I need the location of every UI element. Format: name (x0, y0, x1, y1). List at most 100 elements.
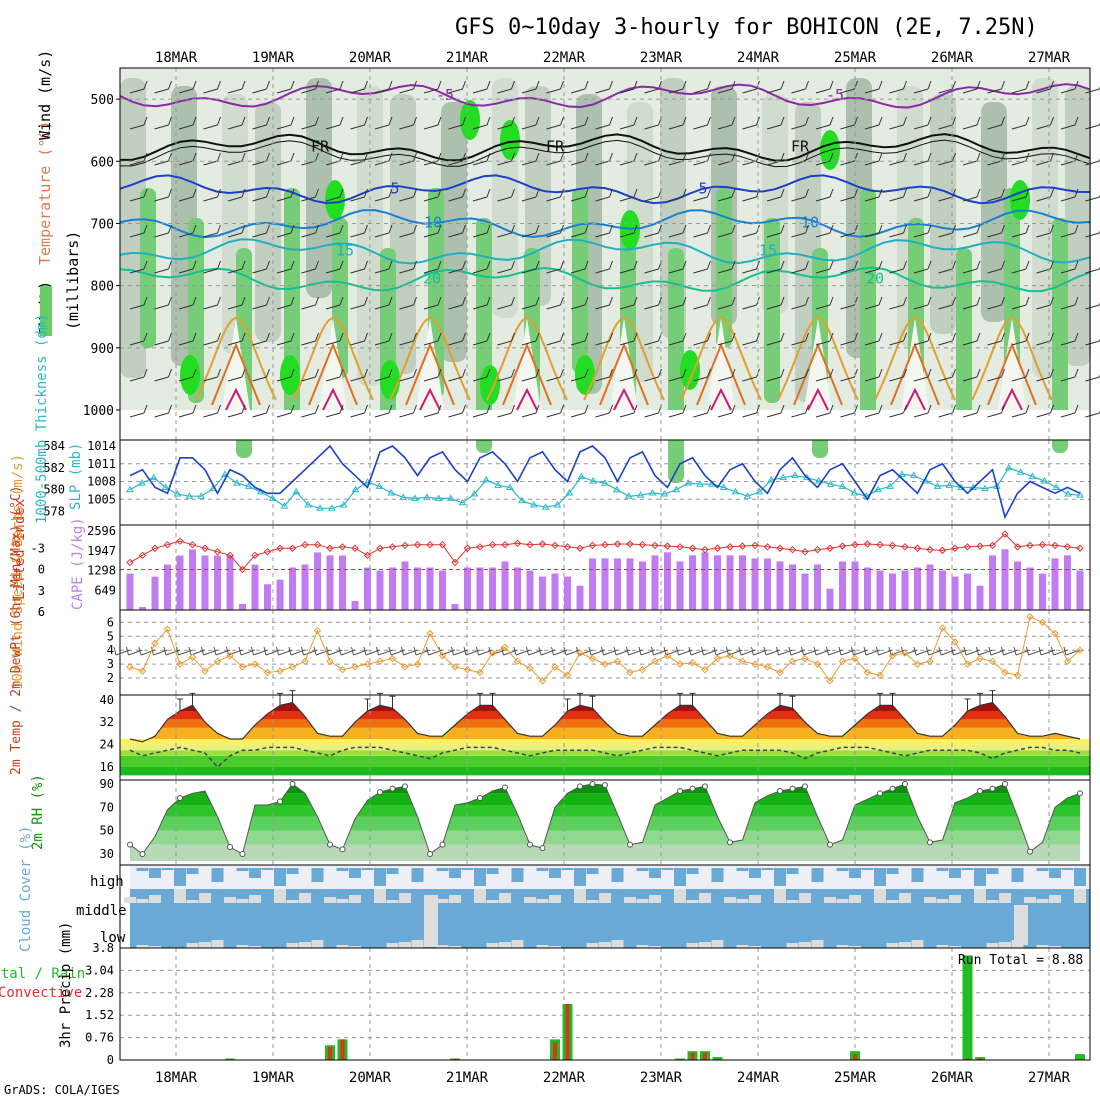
high-cloud-bar-34 (549, 868, 561, 878)
wind-barb-324 (227, 368, 246, 382)
li-point-21 (388, 543, 397, 551)
cape-bar-63 (914, 567, 921, 610)
cape-bar-46 (701, 552, 709, 610)
li-point-63 (913, 544, 922, 552)
low-cloud-bar-37 (586, 943, 599, 948)
thickness-point-10 (244, 482, 253, 489)
wind-point-64 (926, 657, 934, 666)
wind-barb-355 (987, 368, 1005, 382)
wind-barb-128 (325, 188, 344, 202)
wind-barb-51 (399, 116, 417, 130)
thickness-point-36 (553, 501, 562, 508)
wind-point-35 (563, 671, 572, 679)
p8-frame (119, 947, 1091, 1061)
wind-barb-385 (742, 404, 760, 418)
high-cloud-bar-65 (936, 868, 949, 871)
precip-conv-label: Convective (0, 985, 82, 1001)
mid-cloud-bar-61 (886, 900, 899, 903)
li-point-23 (413, 541, 422, 549)
wind-barb-164 (227, 224, 246, 238)
wind-barb-99 (595, 152, 613, 166)
low-cloud-bar-10 (249, 946, 261, 948)
isotherm-line-3 (119, 209, 1091, 239)
wind-barb-251 (399, 296, 417, 310)
precip-conv-bar-68 (978, 1058, 982, 1060)
wind-barb-388 (815, 404, 834, 418)
hottest-contour-1 (322, 387, 344, 411)
low-cloud-bar-42 (649, 946, 661, 948)
thickness-point-55 (779, 473, 788, 481)
cape-tick-1: 1298 (87, 564, 116, 578)
wind-barb-360 (129, 404, 148, 418)
dry-spike-7 (901, 318, 929, 410)
low-cloud-bar-46 (699, 942, 711, 948)
li-point-51 (763, 543, 772, 551)
wind-point-34 (551, 663, 559, 671)
cape-bar-1 (139, 607, 146, 610)
cape-bar-66 (951, 576, 959, 610)
cloud-low-label: low (100, 930, 126, 946)
rh-shade-18 (930, 94, 956, 334)
cape-bar-15 (314, 552, 321, 610)
mid-cloud-bar-20 (374, 889, 386, 903)
wind-barb-356 (1011, 368, 1030, 382)
wind-barb-286 (276, 332, 295, 346)
low-cloud-bar-34 (549, 946, 561, 948)
wind-barb-391 (889, 404, 907, 418)
wind-barb-252 (423, 296, 442, 310)
wind-point-45 (688, 659, 697, 667)
cloud-cover-label: Cloud Cover (%) (18, 826, 34, 952)
cape-bar-71 (1014, 561, 1021, 610)
pressure-tick-3: 800 (91, 280, 114, 295)
wind-barb-70 (864, 116, 883, 130)
temp-warm-band-1 (130, 719, 1080, 728)
low-cloud-bar-23 (411, 940, 424, 948)
li-point-13 (288, 544, 297, 552)
wind-point-76 (1076, 646, 1084, 654)
wind-barb-315 (987, 332, 1005, 346)
high-cloud-bar-33 (536, 868, 549, 871)
li-point-11 (263, 548, 272, 556)
wind-point-47 (713, 654, 722, 663)
warm-contour-8 (971, 316, 1053, 401)
wind-barb-143 (693, 188, 711, 202)
high-cloud-bar-7 (211, 868, 224, 882)
li-point-49 (738, 542, 747, 550)
wind-barb-168 (325, 224, 344, 238)
cape-bar-55 (814, 564, 821, 610)
li-point-28 (476, 543, 484, 551)
li-point-73 (1038, 541, 1047, 549)
wind-barb-327 (301, 368, 319, 382)
rh-peak-6 (180, 355, 200, 395)
wind-barb-192 (913, 224, 932, 238)
thickness-point-80 (1076, 491, 1084, 498)
slp-tick-2: 1011 (87, 457, 116, 471)
cape-bar-35 (564, 576, 571, 610)
mid-cloud-bar-73 (1036, 899, 1049, 903)
dry-spike-1 (319, 318, 347, 410)
thickness-point-29 (470, 490, 479, 497)
mid-cloud-bar-46 (699, 893, 711, 903)
wind-barb-145 (742, 188, 760, 202)
wind-barb-359 (1085, 374, 1100, 382)
cape-bar-11 (264, 584, 271, 610)
wind-barb-78 (1060, 116, 1079, 130)
wind-barb-74 (962, 116, 981, 130)
wind-barb-306 (766, 332, 785, 346)
isotherm-label-0-0: -5 (436, 86, 454, 104)
wind-barb-93 (448, 152, 466, 166)
wind-barb-333 (448, 368, 466, 382)
rh-point-28 (477, 795, 483, 801)
rh-peak-5 (1010, 180, 1030, 220)
precip-conv-bar-34 (553, 1042, 557, 1060)
wind-barb-64 (717, 116, 736, 130)
li-point-12 (276, 544, 284, 552)
rh-point-68 (977, 788, 983, 794)
rh-2m-panel: 30 50 70 90 (100, 777, 1091, 866)
cape-bar-5 (189, 549, 196, 610)
wind-barb-290 (374, 332, 393, 346)
bottom-date-0: 18MAR (155, 1070, 198, 1086)
wind-barb-198 (1060, 224, 1079, 238)
wind-barb-158 (1060, 188, 1079, 202)
cloud-cover-ylabels: Cloud Cover (%) high middle low (18, 826, 127, 952)
